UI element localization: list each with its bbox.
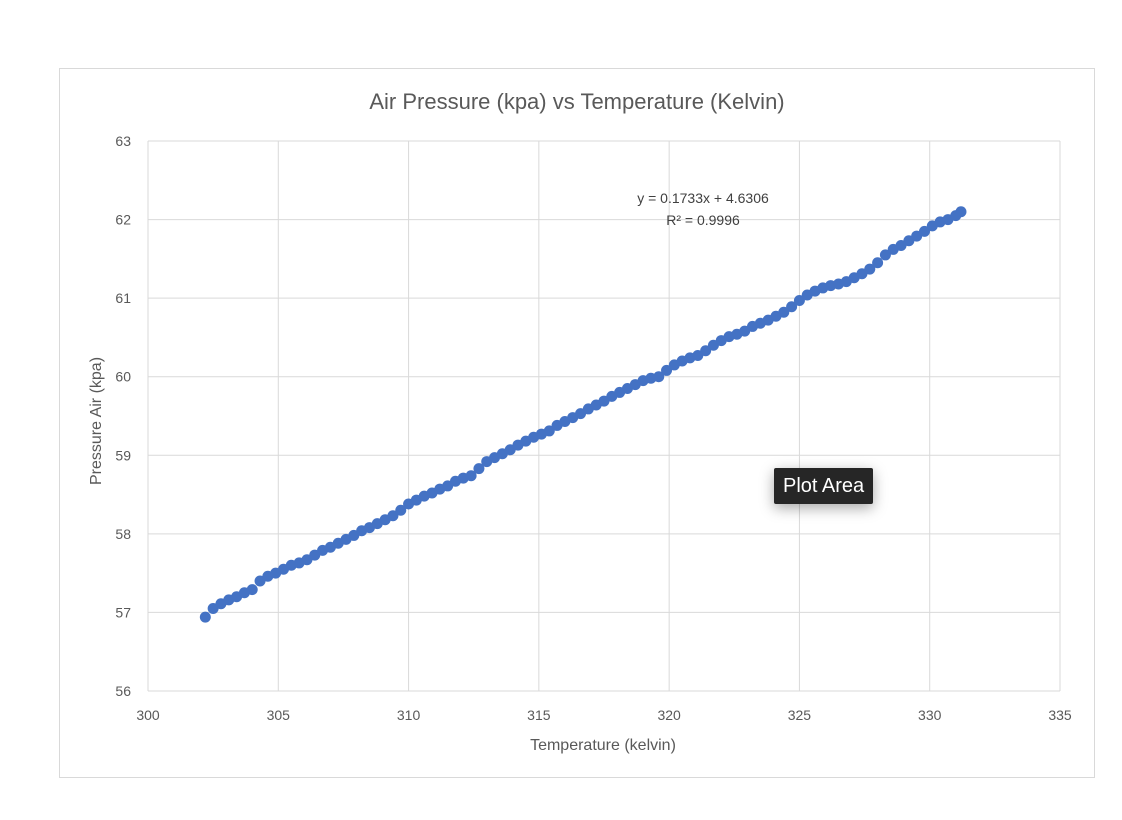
- data-point: [395, 504, 407, 516]
- data-point: [955, 206, 967, 218]
- y-axis: 56 57 58 59 60 61 62 63: [115, 133, 131, 699]
- data-point: [778, 306, 790, 318]
- data-point: [879, 249, 891, 261]
- trendline-r-squared: R² = 0.9996: [666, 212, 740, 228]
- y-tick-label: 62: [115, 212, 131, 228]
- x-tick-label: 315: [527, 707, 551, 723]
- x-tick-label: 330: [918, 707, 942, 723]
- data-point: [661, 364, 673, 376]
- y-axis-title: Pressure Air (kpa): [88, 357, 105, 485]
- plot-area-tooltip: Plot Area: [774, 468, 874, 504]
- x-axis-title: Temperature (kelvin): [530, 737, 676, 754]
- data-point: [919, 225, 931, 237]
- data-point: [793, 295, 805, 306]
- x-tick-label: 320: [657, 707, 681, 723]
- chart-title: Air Pressure (kpa) vs Temperature (Kelvi…: [369, 89, 784, 114]
- x-tick-label: 305: [267, 707, 291, 723]
- y-tick-label: 61: [115, 290, 131, 306]
- data-point: [653, 371, 665, 383]
- gridlines: [147, 140, 1061, 692]
- scatter-chart[interactable]: Air Pressure (kpa) vs Temperature (Kelvi…: [60, 69, 1096, 779]
- x-axis: 300 305 310 315 320 325 330 335: [136, 707, 1072, 723]
- y-tick-label: 60: [115, 369, 131, 385]
- x-tick-label: 300: [136, 707, 160, 723]
- data-point: [786, 301, 798, 313]
- chart-area[interactable]: Air Pressure (kpa) vs Temperature (Kelvi…: [59, 68, 1095, 778]
- x-tick-label: 325: [788, 707, 812, 723]
- plot-area[interactable]: [148, 141, 1060, 691]
- x-tick-label: 310: [397, 707, 421, 723]
- x-tick-label: 335: [1048, 707, 1072, 723]
- data-point: [473, 463, 485, 475]
- data-point: [387, 510, 399, 522]
- data-point: [864, 263, 876, 275]
- data-point: [700, 345, 712, 357]
- data-point: [543, 425, 555, 437]
- trendline-equation: y = 0.1733x + 4.6306: [637, 190, 769, 206]
- y-tick-label: 57: [115, 604, 131, 620]
- data-point: [246, 584, 258, 596]
- data-point: [872, 257, 884, 269]
- y-tick-label: 56: [115, 683, 131, 699]
- data-point: [199, 611, 211, 623]
- data-point: [465, 470, 477, 482]
- y-tick-label: 59: [115, 447, 131, 463]
- y-tick-label: 63: [115, 133, 131, 149]
- plot-area-bg[interactable]: [148, 141, 1060, 691]
- y-tick-label: 58: [115, 526, 131, 542]
- series-points: [199, 206, 967, 623]
